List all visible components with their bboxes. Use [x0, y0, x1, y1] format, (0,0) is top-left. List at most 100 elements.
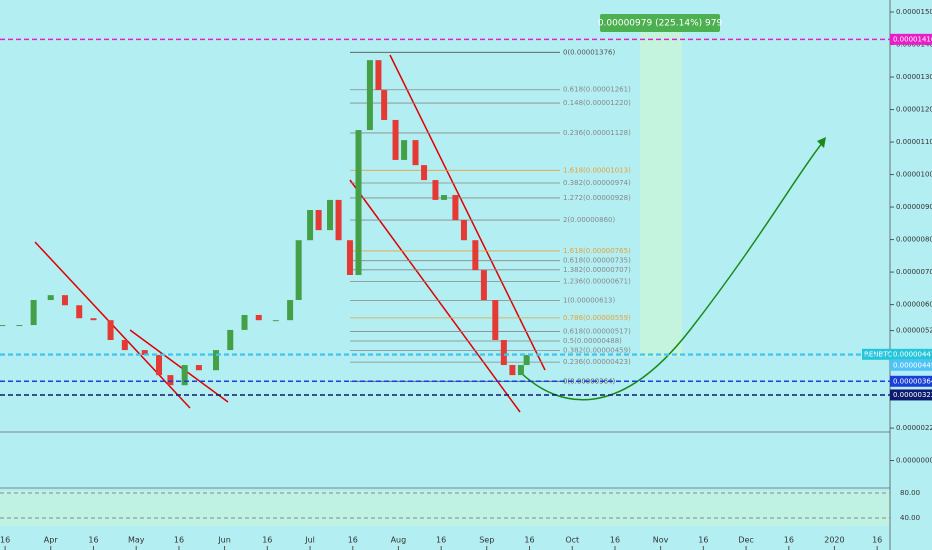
candle	[346, 240, 353, 275]
candle	[335, 199, 342, 241]
x-tick-label: 16	[524, 536, 534, 545]
channel-line	[389, 54, 546, 371]
candle	[307, 209, 314, 241]
candle	[460, 220, 467, 241]
candle	[441, 195, 448, 200]
x-tick-label: 16	[698, 536, 708, 545]
rsi-tick-label: 40.00	[900, 514, 920, 522]
x-tick-label: Jul	[304, 536, 315, 545]
fib-label: 0.618(0.00000517)	[563, 328, 631, 336]
candle	[121, 340, 128, 351]
x-tick-label: 16	[784, 536, 794, 545]
x-tick-label: Nov	[653, 536, 669, 545]
price-label: 0.00000364	[893, 377, 932, 385]
projection-arrow	[519, 141, 824, 401]
x-tick-label: 2020	[824, 536, 844, 545]
fib-label: 0.382(0.00000974)	[563, 179, 631, 187]
candle	[327, 199, 334, 231]
candle	[30, 300, 37, 326]
annotation: 0.00000979 (225.14%) 979	[598, 19, 723, 29]
x-tick-label: 16	[88, 536, 98, 545]
x-tick-label: 16	[436, 536, 446, 545]
candle	[141, 350, 148, 355]
annotation-box	[600, 14, 720, 32]
fib-label: 0.618(0.00001261)	[563, 86, 631, 94]
arrow-head	[817, 137, 826, 148]
x-tick-label: 16	[0, 536, 10, 545]
candle	[107, 320, 114, 341]
candle	[0, 325, 6, 327]
candle	[381, 90, 388, 120]
candle	[156, 354, 163, 376]
candle	[181, 365, 188, 386]
x-tick-label: Dec	[738, 536, 753, 545]
candle	[412, 140, 419, 166]
fib-label: 2(0.00000860)	[563, 216, 615, 224]
x-tick-label: Jun	[217, 536, 231, 545]
candle	[375, 60, 382, 91]
fib-label: 1.618(0.00000765)	[563, 247, 631, 255]
candle	[452, 195, 459, 221]
x-tick-label: Aug	[391, 536, 407, 545]
candle	[76, 305, 83, 319]
price-label-box	[890, 348, 932, 360]
symbol-label: RENBTC	[864, 350, 892, 358]
x-tick-label: Sep	[479, 536, 494, 545]
candle	[492, 300, 499, 341]
candle	[195, 365, 202, 371]
x-tick-label: May	[128, 536, 145, 545]
candle	[517, 365, 524, 376]
candle	[509, 365, 516, 376]
fib-label: 0.236(0.00001128)	[563, 129, 631, 137]
macd-tick-label: 0.00000000	[896, 457, 932, 465]
candle	[61, 295, 68, 306]
price-label-box	[890, 389, 932, 401]
candle	[227, 329, 234, 351]
y-tick-label: 0.00000220	[896, 424, 932, 432]
candle	[315, 209, 322, 231]
candle	[287, 300, 294, 321]
fib-label: 1.618(0.00001013)	[563, 166, 631, 174]
candle	[255, 314, 262, 321]
x-tick-label: 16	[348, 536, 358, 545]
candle	[421, 165, 428, 181]
candle	[472, 240, 479, 271]
candle	[355, 130, 362, 275]
channel-line	[129, 329, 229, 403]
candle	[500, 340, 507, 366]
candle	[366, 60, 373, 131]
price-label-box	[890, 375, 932, 387]
price-label: 0.00001416	[893, 35, 932, 43]
fib-label: 0(0.00000364)	[563, 377, 615, 385]
candle	[16, 325, 23, 327]
price-label: 0.00000322	[893, 391, 932, 399]
candle	[392, 119, 399, 160]
candle	[90, 318, 97, 321]
candle	[272, 320, 279, 322]
x-tick-label: 16	[262, 536, 272, 545]
x-tick-label: 16	[872, 536, 882, 545]
fib-label: 0.618(0.00000735)	[563, 257, 631, 265]
price-label-box	[890, 33, 932, 45]
candle	[295, 240, 302, 301]
fib-label: 0.236(0.00000423)	[563, 358, 631, 366]
fib-label: 1.272(0.00000928)	[563, 194, 631, 202]
rsi-band	[0, 491, 890, 526]
candle	[480, 270, 487, 301]
price-label-box	[890, 359, 932, 371]
fib-label: 1.236(0.00000671)	[563, 277, 631, 285]
x-tick-label: 16	[174, 536, 184, 545]
candle	[432, 180, 439, 200]
x-tick-label: 16	[610, 536, 620, 545]
fib-label: 0.148(0.00001220)	[563, 99, 631, 107]
candle	[241, 314, 248, 330]
